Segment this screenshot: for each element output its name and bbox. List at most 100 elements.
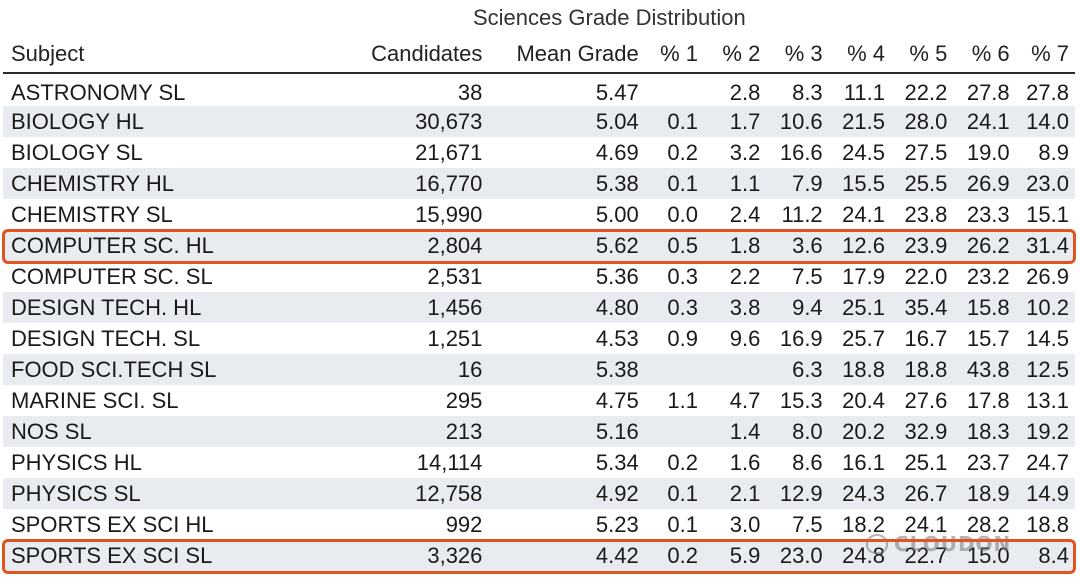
- cell-pct-5: 22.2: [891, 73, 954, 106]
- cell-pct-2: 1.8: [704, 230, 767, 261]
- cell-mean-grade: 4.75: [488, 385, 645, 416]
- cell-pct-3: 7.5: [766, 261, 829, 292]
- cell-candidates: 3,326: [340, 540, 489, 571]
- cell-pct-1: 0.2: [644, 137, 705, 168]
- cell-mean-grade: 5.04: [488, 106, 645, 137]
- cell-pct-7: 14.9: [1015, 478, 1075, 509]
- cell-pct-6: 24.1: [953, 106, 1016, 137]
- cell-pct-3: 10.6: [766, 106, 829, 137]
- cell-pct-7: 10.2: [1015, 292, 1075, 323]
- cell-pct-1: [644, 416, 705, 447]
- column-header-candidates: Candidates: [340, 36, 489, 74]
- cell-pct-1: [644, 73, 705, 106]
- cell-pct-4: 20.2: [828, 416, 891, 447]
- cell-pct-7: 15.1: [1015, 199, 1075, 230]
- cell-pct-6: 19.0: [953, 137, 1016, 168]
- cell-pct-4: 24.5: [828, 137, 891, 168]
- cell-candidates: 295: [340, 385, 489, 416]
- cell-mean-grade: 5.23: [488, 509, 645, 540]
- cell-pct-6: 43.8: [953, 354, 1016, 385]
- cell-mean-grade: 4.92: [488, 478, 645, 509]
- cell-subject: COMPUTER SC. SL: [3, 261, 341, 292]
- cell-pct-7: 19.2: [1015, 416, 1075, 447]
- cell-pct-5: 25.5: [891, 168, 954, 199]
- column-header-pct-1: % 1: [644, 36, 705, 74]
- cell-pct-4: 24.3: [828, 478, 891, 509]
- cell-pct-1: 0.2: [644, 540, 705, 571]
- cell-pct-2: 2.8: [704, 73, 767, 106]
- cell-subject: FOOD SCI.TECH SL: [3, 354, 341, 385]
- cell-candidates: 992: [340, 509, 489, 540]
- cell-pct-1: [644, 354, 705, 385]
- cell-pct-7: 14.0: [1015, 106, 1075, 137]
- cell-subject: MARINE SCI. SL: [3, 385, 341, 416]
- cell-pct-4: 20.4: [828, 385, 891, 416]
- cell-pct-7: 8.9: [1015, 137, 1075, 168]
- cell-candidates: 2,804: [340, 230, 489, 261]
- cell-pct-5: 35.4: [891, 292, 954, 323]
- cell-mean-grade: 5.47: [488, 73, 645, 106]
- table-row: SPORTS EX SCI HL 992 5.23 0.1 3.0 7.5 18.2 24.1…: [3, 509, 1075, 540]
- cell-pct-4: 12.6: [828, 230, 891, 261]
- cell-pct-4: 25.7: [828, 323, 891, 354]
- cell-pct-7: 27.8: [1015, 73, 1075, 106]
- cell-pct-3: 11.2: [766, 199, 829, 230]
- cell-pct-5: 22.0: [891, 261, 954, 292]
- cell-pct-1: 1.1: [644, 385, 705, 416]
- table-row: DESIGN TECH. SL 1,251 4.53 0.9 9.6 16.9 25.7 16…: [3, 323, 1075, 354]
- cell-pct-1: 0.1: [644, 478, 705, 509]
- table-row: FOOD SCI.TECH SL 16 5.38 6.3 18.8 18.8 43.8 12.…: [3, 354, 1075, 385]
- cell-pct-3: 7.5: [766, 509, 829, 540]
- cell-pct-7: 18.8: [1015, 509, 1075, 540]
- cell-pct-2: 5.9: [704, 540, 767, 571]
- cell-pct-2: 3.0: [704, 509, 767, 540]
- cell-pct-3: 16.6: [766, 137, 829, 168]
- cell-pct-4: 15.5: [828, 168, 891, 199]
- cell-subject: PHYSICS HL: [3, 447, 341, 478]
- cell-pct-7: 23.0: [1015, 168, 1075, 199]
- cell-pct-2: 4.7: [704, 385, 767, 416]
- cell-mean-grade: 4.53: [488, 323, 645, 354]
- column-header-pct-6: % 6: [953, 36, 1016, 74]
- cell-pct-4: 21.5: [828, 106, 891, 137]
- cell-pct-5: 26.7: [891, 478, 954, 509]
- cell-candidates: 38: [340, 73, 489, 106]
- cell-pct-5: 32.9: [891, 416, 954, 447]
- cell-pct-2: 1.1: [704, 168, 767, 199]
- cell-mean-grade: 4.69: [488, 137, 645, 168]
- cell-pct-4: 25.1: [828, 292, 891, 323]
- cell-pct-3: 8.0: [766, 416, 829, 447]
- cell-pct-5: 22.7: [891, 540, 954, 571]
- cell-pct-5: 23.8: [891, 199, 954, 230]
- cell-pct-7: 8.4: [1015, 540, 1075, 571]
- cell-subject: DESIGN TECH. SL: [3, 323, 341, 354]
- cell-subject: NOS SL: [3, 416, 341, 447]
- cell-candidates: 15,990: [340, 199, 489, 230]
- cell-pct-2: 1.6: [704, 447, 767, 478]
- cell-candidates: 16: [340, 354, 489, 385]
- cell-subject: PHYSICS SL: [3, 478, 341, 509]
- cell-pct-5: 27.6: [891, 385, 954, 416]
- column-header-pct-5: % 5: [891, 36, 954, 74]
- cell-mean-grade: 4.80: [488, 292, 645, 323]
- table-title-wrap: Sciences Grade Distribution: [0, 0, 1080, 36]
- cell-candidates: 213: [340, 416, 489, 447]
- cell-mean-grade: 5.00: [488, 199, 645, 230]
- cell-subject: SPORTS EX SCI HL: [3, 509, 341, 540]
- cell-pct-6: 17.8: [953, 385, 1016, 416]
- cell-subject: BIOLOGY SL: [3, 137, 341, 168]
- column-header-pct-3: % 3: [766, 36, 829, 74]
- cell-pct-2: 9.6: [704, 323, 767, 354]
- column-header-mean-grade: Mean Grade: [488, 36, 645, 74]
- cell-mean-grade: 5.34: [488, 447, 645, 478]
- cell-pct-3: 15.3: [766, 385, 829, 416]
- table-row: COMPUTER SC. SL 2,531 5.36 0.3 2.2 7.5 17.9 22.…: [3, 261, 1075, 292]
- cell-pct-7: 13.1: [1015, 385, 1075, 416]
- table-row: PHYSICS HL 14,114 5.34 0.2 1.6 8.6 16.1 25.1 23.…: [3, 447, 1075, 478]
- cell-pct-2: 1.7: [704, 106, 767, 137]
- cell-pct-4: 11.1: [828, 73, 891, 106]
- table-row: COMPUTER SC. HL 2,804 5.62 0.5 1.8 3.6 12.6 23.…: [3, 230, 1075, 261]
- table-row: DESIGN TECH. HL 1,456 4.80 0.3 3.8 9.4 25.1 35.…: [3, 292, 1075, 323]
- cell-pct-5: 23.9: [891, 230, 954, 261]
- cell-subject: SPORTS EX SCI SL: [3, 540, 341, 571]
